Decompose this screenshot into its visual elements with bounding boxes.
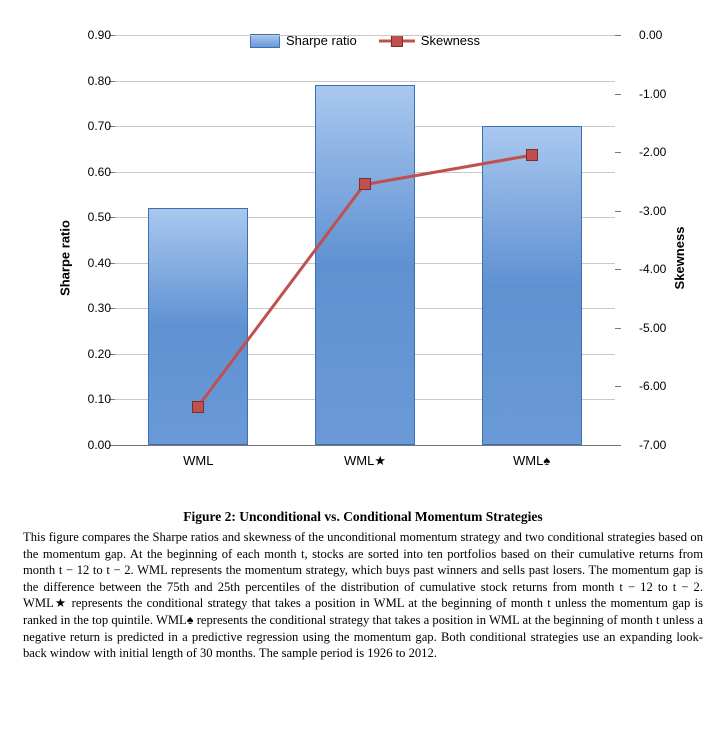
figure-caption-body: This figure compares the Sharpe ratios a… bbox=[23, 529, 703, 662]
y2-tick bbox=[615, 35, 621, 36]
y2-tick bbox=[615, 94, 621, 95]
line-marker bbox=[192, 401, 204, 413]
y2-tick bbox=[615, 269, 621, 270]
gridline bbox=[115, 81, 615, 82]
y2-tick bbox=[615, 152, 621, 153]
line-marker bbox=[359, 178, 371, 190]
y2-tick-label: -1.00 bbox=[639, 87, 689, 101]
y2-tick bbox=[615, 445, 621, 446]
y2-tick-label: -7.00 bbox=[639, 438, 689, 452]
figure-caption-title: Figure 2: Unconditional vs. Conditional … bbox=[23, 509, 703, 525]
line-marker bbox=[526, 149, 538, 161]
y1-tick-label: 0.80 bbox=[41, 74, 111, 88]
bar bbox=[482, 126, 582, 445]
y2-tick bbox=[615, 386, 621, 387]
y1-tick-label: 0.60 bbox=[41, 165, 111, 179]
y1-tick-label: 0.50 bbox=[41, 210, 111, 224]
y1-tick-label: 0.20 bbox=[41, 347, 111, 361]
category-label: WML★ bbox=[315, 453, 415, 469]
y2-axis-title: Skewness bbox=[672, 226, 687, 289]
y1-tick-label: 0.00 bbox=[41, 438, 111, 452]
y1-tick-label: 0.30 bbox=[41, 301, 111, 315]
category-label: WML bbox=[148, 453, 248, 468]
y2-tick bbox=[615, 211, 621, 212]
y1-tick-label: 0.10 bbox=[41, 392, 111, 406]
y2-tick-label: -2.00 bbox=[639, 145, 689, 159]
y2-tick bbox=[615, 328, 621, 329]
plot-area: Sharpe ratio Skewness WMLWML★WML♠ bbox=[115, 35, 615, 446]
y2-tick-label: -6.00 bbox=[639, 379, 689, 393]
legend-swatch-line bbox=[379, 35, 415, 47]
chart: Sharpe ratio Skewness Sharpe ratio Skewn… bbox=[33, 20, 693, 495]
y2-tick-label: -4.00 bbox=[639, 262, 689, 276]
y1-tick-label: 0.90 bbox=[41, 28, 111, 42]
y2-tick-label: 0.00 bbox=[639, 28, 689, 42]
y1-tick-label: 0.40 bbox=[41, 256, 111, 270]
y2-tick-label: -5.00 bbox=[639, 321, 689, 335]
bar bbox=[315, 85, 415, 445]
y2-tick-label: -3.00 bbox=[639, 204, 689, 218]
y1-tick-label: 0.70 bbox=[41, 119, 111, 133]
category-label: WML♠ bbox=[482, 453, 582, 468]
gridline bbox=[115, 35, 615, 36]
